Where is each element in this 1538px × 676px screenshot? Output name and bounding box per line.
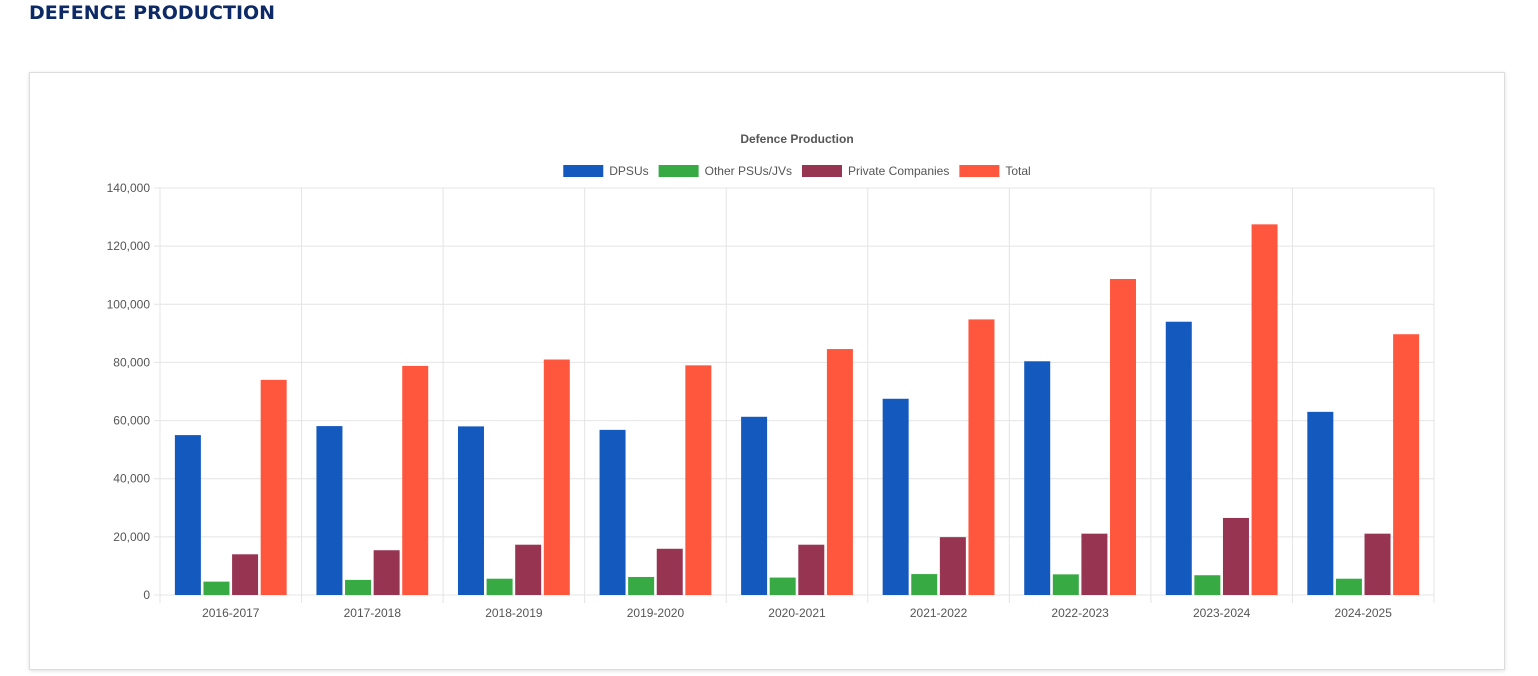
- bar[interactable]: [685, 365, 712, 595]
- bar[interactable]: [373, 550, 400, 595]
- bar[interactable]: [1081, 533, 1108, 595]
- bar[interactable]: [741, 416, 768, 595]
- x-tick-label: 2018-2019: [485, 606, 543, 620]
- bar[interactable]: [1335, 578, 1362, 595]
- bar[interactable]: [174, 435, 201, 595]
- bar[interactable]: [543, 359, 570, 595]
- bar[interactable]: [656, 548, 683, 595]
- x-tick-label: 2021-2022: [910, 606, 968, 620]
- legend-label: Private Companies: [848, 164, 949, 178]
- y-tick-label: 120,000: [107, 239, 151, 253]
- chart-card: Defence Production DPSUs Other PSUs/JVs Pr…: [29, 72, 1505, 670]
- bar[interactable]: [1222, 517, 1249, 595]
- bar[interactable]: [260, 379, 287, 595]
- series-other-psus-jvs: [203, 574, 1362, 595]
- bar[interactable]: [1052, 574, 1079, 595]
- x-tick-label: 2024-2025: [1335, 606, 1393, 620]
- bar[interactable]: [402, 365, 429, 595]
- bar[interactable]: [203, 581, 230, 595]
- x-axis-ticks: 2016-2017 2017-2018 2018-2019 2019-2020 2020…: [202, 606, 1392, 620]
- bar[interactable]: [939, 537, 966, 595]
- series-dpsus: [174, 321, 1334, 595]
- bar[interactable]: [1110, 278, 1137, 595]
- chart-legend: DPSUs Other PSUs/JVs Private Companies Tota…: [563, 164, 1031, 178]
- y-tick-label: 0: [143, 588, 150, 602]
- chart-title: Defence Production: [740, 132, 853, 146]
- bar[interactable]: [457, 426, 484, 595]
- x-tick-label: 2020-2021: [768, 606, 826, 620]
- legend-label: DPSUs: [609, 164, 648, 178]
- legend-label: Other PSUs/JVs: [705, 164, 792, 178]
- x-tick-label: 2023-2024: [1193, 606, 1251, 620]
- y-tick-label: 40,000: [113, 472, 150, 486]
- bar[interactable]: [1024, 361, 1051, 595]
- legend-label: Total: [1005, 164, 1030, 178]
- y-tick-label: 100,000: [107, 297, 151, 311]
- grid-lines: [154, 187, 1435, 603]
- x-tick-label: 2017-2018: [344, 606, 402, 620]
- chart-bars: [174, 224, 1420, 595]
- bar[interactable]: [1194, 575, 1221, 595]
- legend-item[interactable]: Other PSUs/JVs: [658, 164, 792, 178]
- bar[interactable]: [1165, 321, 1192, 595]
- x-tick-label: 2016-2017: [202, 606, 260, 620]
- legend-item[interactable]: Total: [959, 164, 1031, 178]
- bar[interactable]: [968, 319, 995, 595]
- bar[interactable]: [1307, 411, 1334, 595]
- legend-item[interactable]: DPSUs: [563, 164, 649, 178]
- bar[interactable]: [515, 544, 542, 595]
- x-tick-label: 2022-2023: [1051, 606, 1109, 620]
- bar[interactable]: [232, 554, 259, 595]
- bar[interactable]: [769, 577, 796, 595]
- bar[interactable]: [316, 426, 343, 595]
- legend-swatch: [658, 165, 699, 177]
- bar[interactable]: [628, 576, 655, 595]
- bar[interactable]: [486, 578, 513, 595]
- bar[interactable]: [1251, 224, 1278, 595]
- bar[interactable]: [1364, 533, 1391, 595]
- x-tick-label: 2019-2020: [627, 606, 685, 620]
- y-tick-label: 20,000: [113, 530, 150, 544]
- legend-swatch: [959, 165, 1000, 177]
- bar[interactable]: [599, 429, 626, 595]
- y-tick-label: 140,000: [107, 181, 151, 195]
- y-tick-label: 60,000: [113, 414, 150, 428]
- bar[interactable]: [798, 544, 825, 595]
- legend-swatch: [801, 165, 842, 177]
- y-axis-ticks: 0 20,000 40,000 60,000 80,000 100,000 120,000 1…: [107, 181, 151, 602]
- bar[interactable]: [826, 349, 853, 595]
- defence-production-chart: Defence Production DPSUs Other PSUs/JVs Pr…: [107, 132, 1435, 620]
- y-tick-label: 80,000: [113, 355, 150, 369]
- bar[interactable]: [882, 398, 909, 595]
- series-private-companies: [232, 517, 1391, 595]
- bar[interactable]: [345, 579, 372, 595]
- series-total: [260, 224, 1420, 595]
- bar[interactable]: [911, 574, 938, 595]
- bar[interactable]: [1393, 334, 1420, 595]
- page-title: DEFENCE PRODUCTION: [29, 2, 276, 24]
- legend-swatch: [563, 165, 604, 177]
- legend-item[interactable]: Private Companies: [801, 164, 949, 178]
